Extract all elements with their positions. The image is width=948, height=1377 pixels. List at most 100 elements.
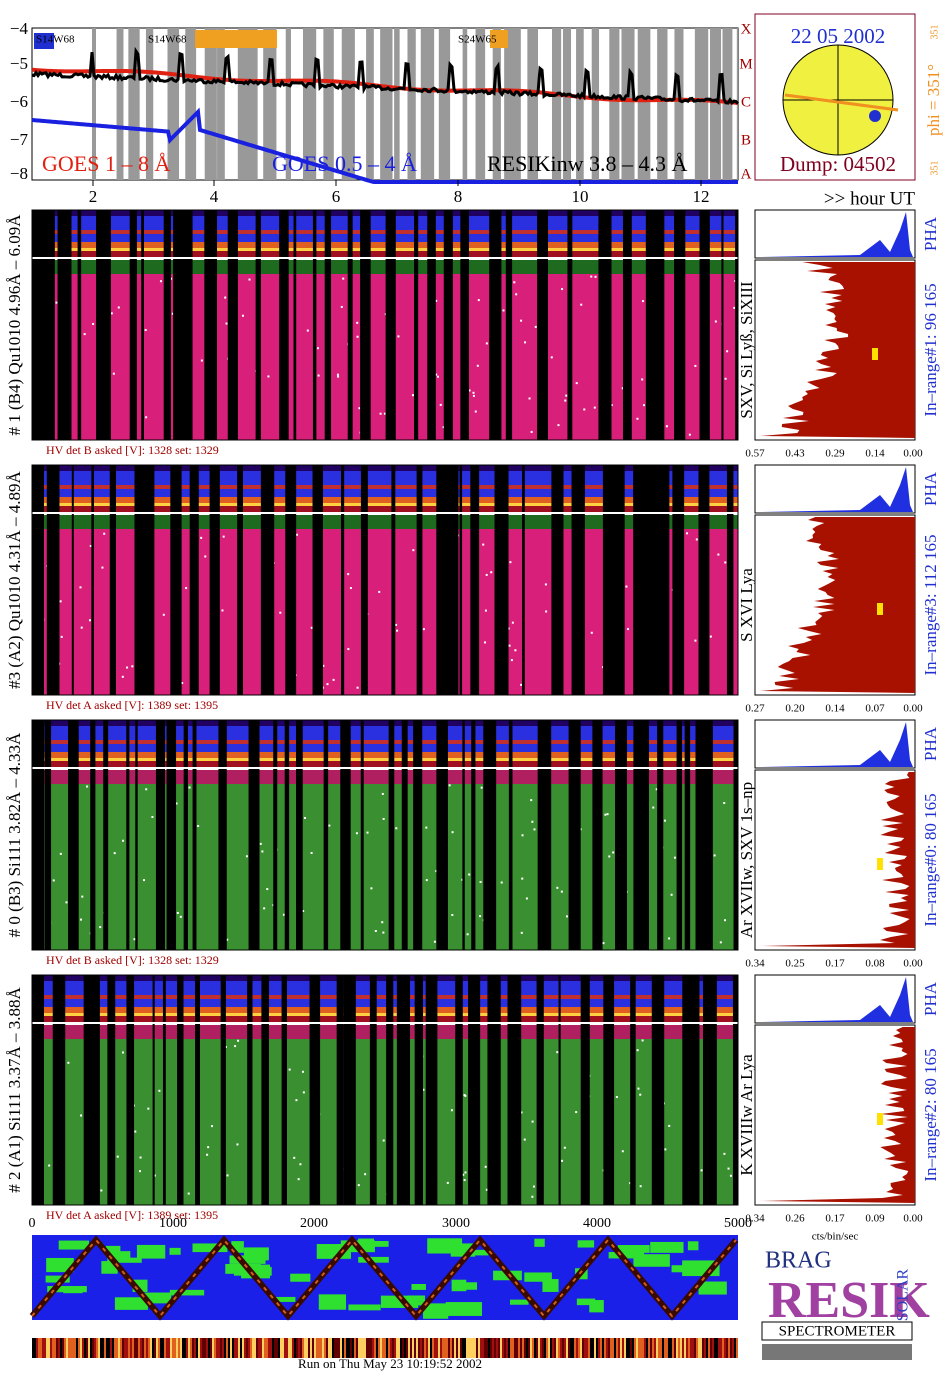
barcode: [100, 1338, 102, 1358]
barcode: [226, 1338, 228, 1358]
gap-stripe: [615, 720, 627, 950]
barcode: [328, 1338, 330, 1358]
speckle: [472, 394, 475, 397]
speckle: [520, 319, 523, 322]
barcode: [394, 1338, 396, 1358]
speckle: [356, 321, 359, 324]
gap-stripe: [71, 465, 74, 695]
hist: [760, 262, 915, 438]
speckle: [211, 1125, 214, 1128]
barcode: [488, 1338, 490, 1358]
gap-stripe: [96, 210, 105, 440]
hist-tick-label: 0.29: [825, 448, 845, 460]
gap-stripe: [505, 465, 509, 695]
speckle: [476, 364, 479, 367]
barcode: [656, 1338, 658, 1358]
speckle: [621, 387, 624, 390]
barcode: [512, 1338, 514, 1358]
barcode: [410, 1338, 412, 1358]
gap-stripe: [679, 465, 685, 695]
gap-stripe: [676, 720, 683, 950]
barcode: [724, 1338, 726, 1358]
speckle: [737, 942, 740, 945]
speckle: [727, 1167, 730, 1170]
y-tick-label: −7: [10, 130, 29, 149]
barcode: [658, 1338, 660, 1358]
strip-band: [32, 210, 738, 216]
raw-green: [687, 1241, 699, 1251]
data-gap: [246, 28, 258, 180]
speckle: [563, 1146, 566, 1149]
barcode: [66, 1338, 68, 1358]
gap-stripe: [218, 720, 227, 950]
speckle: [435, 299, 438, 302]
barcode: [312, 1338, 314, 1358]
barcode: [576, 1338, 578, 1358]
barcode: [238, 1338, 240, 1358]
barcode: [386, 1338, 388, 1358]
region-label: S14W68: [36, 34, 75, 46]
barcode: [506, 1338, 508, 1358]
barcode: [592, 1338, 594, 1358]
data-gap: [407, 28, 416, 180]
barcode: [36, 1338, 38, 1358]
barcode: [246, 1338, 248, 1358]
barcode: [174, 1338, 176, 1358]
raw-green: [231, 1241, 244, 1253]
raw-green: [411, 1284, 426, 1290]
barcode: [86, 1338, 88, 1358]
barcode: [714, 1338, 716, 1358]
speckle: [382, 1139, 385, 1142]
gap-stripe: [220, 975, 226, 1205]
speckle: [474, 410, 477, 413]
barcode: [250, 1338, 252, 1358]
gap-stripe: [643, 720, 649, 950]
speckle: [627, 628, 630, 631]
barcode: [140, 1338, 142, 1358]
gap-stripe: [443, 465, 454, 695]
zigzag-hi: [31, 1238, 737, 1318]
barcode: [464, 1338, 466, 1358]
barcode: [62, 1338, 64, 1358]
barcode: [132, 1338, 134, 1358]
barcode: [588, 1338, 590, 1358]
speckle: [145, 416, 148, 419]
speckle: [80, 626, 83, 629]
class-label: X: [741, 21, 752, 37]
barcode: [400, 1338, 402, 1358]
panel-label: # 1 (B4) Qu1010 4.96Å – 6.09Å: [5, 214, 24, 436]
speckle: [197, 824, 200, 827]
barcode: [240, 1338, 242, 1358]
panel-label: #3 (A2) Qu1010 4.31Å – 4.89Å: [5, 470, 24, 688]
speckle: [463, 1094, 466, 1097]
barcode: [424, 1338, 426, 1358]
hist-tick-label: 0.14: [825, 703, 845, 715]
panel-label: # 2 (A1) Si111 3.37Å – 3.88Å: [5, 986, 24, 1192]
gap-stripe: [698, 465, 710, 695]
barcode: [318, 1338, 320, 1358]
barcode: [218, 1338, 220, 1358]
speckle: [564, 399, 567, 402]
barcode: [680, 1338, 682, 1358]
raw-green: [608, 1251, 645, 1259]
speckle: [110, 312, 113, 315]
hist-tick-label: 0.43: [785, 448, 805, 460]
hist-frame: [754, 769, 916, 951]
barcode: [420, 1338, 422, 1358]
barcode: [126, 1338, 128, 1358]
data-gap: [116, 28, 124, 180]
barcode: [356, 1338, 358, 1358]
strip-band: [32, 720, 738, 726]
raw-green: [534, 1238, 545, 1247]
gap-stripe: [42, 210, 55, 440]
data-gap: [527, 28, 539, 180]
barcode: [292, 1338, 294, 1358]
speckle: [520, 683, 523, 686]
gap-stripe: [343, 975, 356, 1205]
barcode: [204, 1338, 206, 1358]
raw-green: [114, 1297, 148, 1310]
speckle: [530, 430, 533, 433]
barcode: [676, 1338, 678, 1358]
legend-entry: RESIKinw 3.8 – 4.3 Å: [487, 151, 688, 176]
speckle: [316, 347, 319, 350]
